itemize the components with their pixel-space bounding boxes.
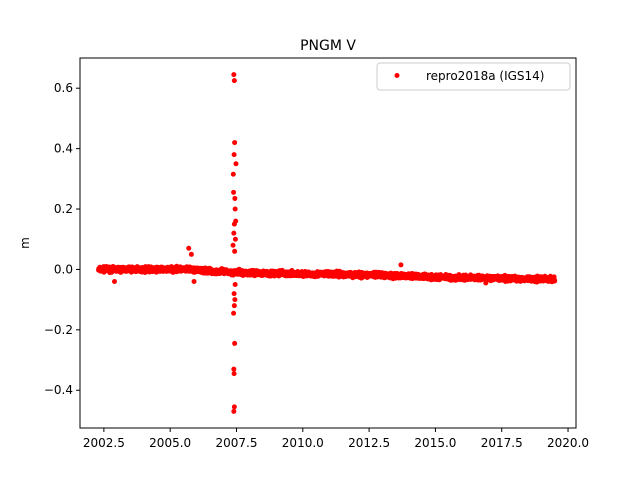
data-point	[552, 278, 558, 284]
data-point	[232, 195, 238, 201]
y-axis: −0.4 −0.2 0.0 0.2 0.4 0.6	[44, 81, 80, 397]
data-point	[191, 279, 197, 285]
y-axis-label: m	[18, 237, 32, 249]
legend[interactable]: repro2018a (IGS14)	[376, 62, 571, 91]
legend-marker	[394, 73, 400, 78]
data-point	[231, 371, 237, 377]
data-point	[232, 236, 238, 242]
x-tick-label: 2005.0	[149, 436, 191, 450]
y-tick-label: 0.4	[54, 142, 73, 156]
data-point	[232, 297, 238, 303]
data-point	[232, 206, 238, 212]
data-point	[231, 291, 237, 297]
legend-label: repro2018a (IGS14)	[426, 69, 544, 83]
data-point	[231, 189, 237, 195]
x-tick-label: 2010.0	[282, 436, 324, 450]
data-point	[111, 279, 117, 285]
data-points	[96, 72, 558, 414]
x-tick-label: 2020.0	[547, 436, 589, 450]
y-tick-label: −0.2	[44, 323, 73, 337]
x-tick-label: 2007.5	[215, 436, 257, 450]
data-point	[483, 280, 489, 286]
y-tick-label: −0.4	[44, 383, 73, 397]
data-point	[232, 340, 238, 346]
y-tick-label: 0.2	[54, 202, 73, 216]
data-point	[232, 248, 238, 254]
data-point	[232, 140, 238, 146]
y-tick-label: 0.0	[54, 262, 73, 276]
x-tick-label: 2002.5	[83, 436, 125, 450]
data-point	[230, 242, 236, 248]
data-point	[186, 245, 192, 251]
data-point	[231, 404, 237, 410]
data-point	[231, 408, 237, 414]
data-point	[231, 303, 237, 309]
data-point	[188, 251, 194, 257]
data-point	[231, 72, 237, 78]
x-tick-label: 2012.5	[348, 436, 390, 450]
data-point	[231, 366, 237, 372]
data-point	[233, 218, 239, 224]
data-point	[231, 78, 237, 84]
chart-title: PNGM V	[300, 38, 356, 54]
data-point	[398, 262, 404, 268]
plot-area-frame	[79, 57, 577, 429]
x-tick-label: 2017.5	[481, 436, 523, 450]
data-point	[232, 282, 238, 288]
data-point	[231, 310, 237, 316]
x-axis: 2002.5 2005.0 2007.5 2010.0 2012.5 2015.0 2017…	[83, 428, 589, 450]
x-tick-label: 2015.0	[414, 436, 456, 450]
data-point	[233, 161, 239, 167]
data-point	[231, 152, 237, 158]
data-point	[230, 171, 236, 177]
y-tick-label: 0.6	[54, 81, 73, 95]
legend-box	[376, 62, 571, 91]
data-point	[231, 230, 237, 236]
